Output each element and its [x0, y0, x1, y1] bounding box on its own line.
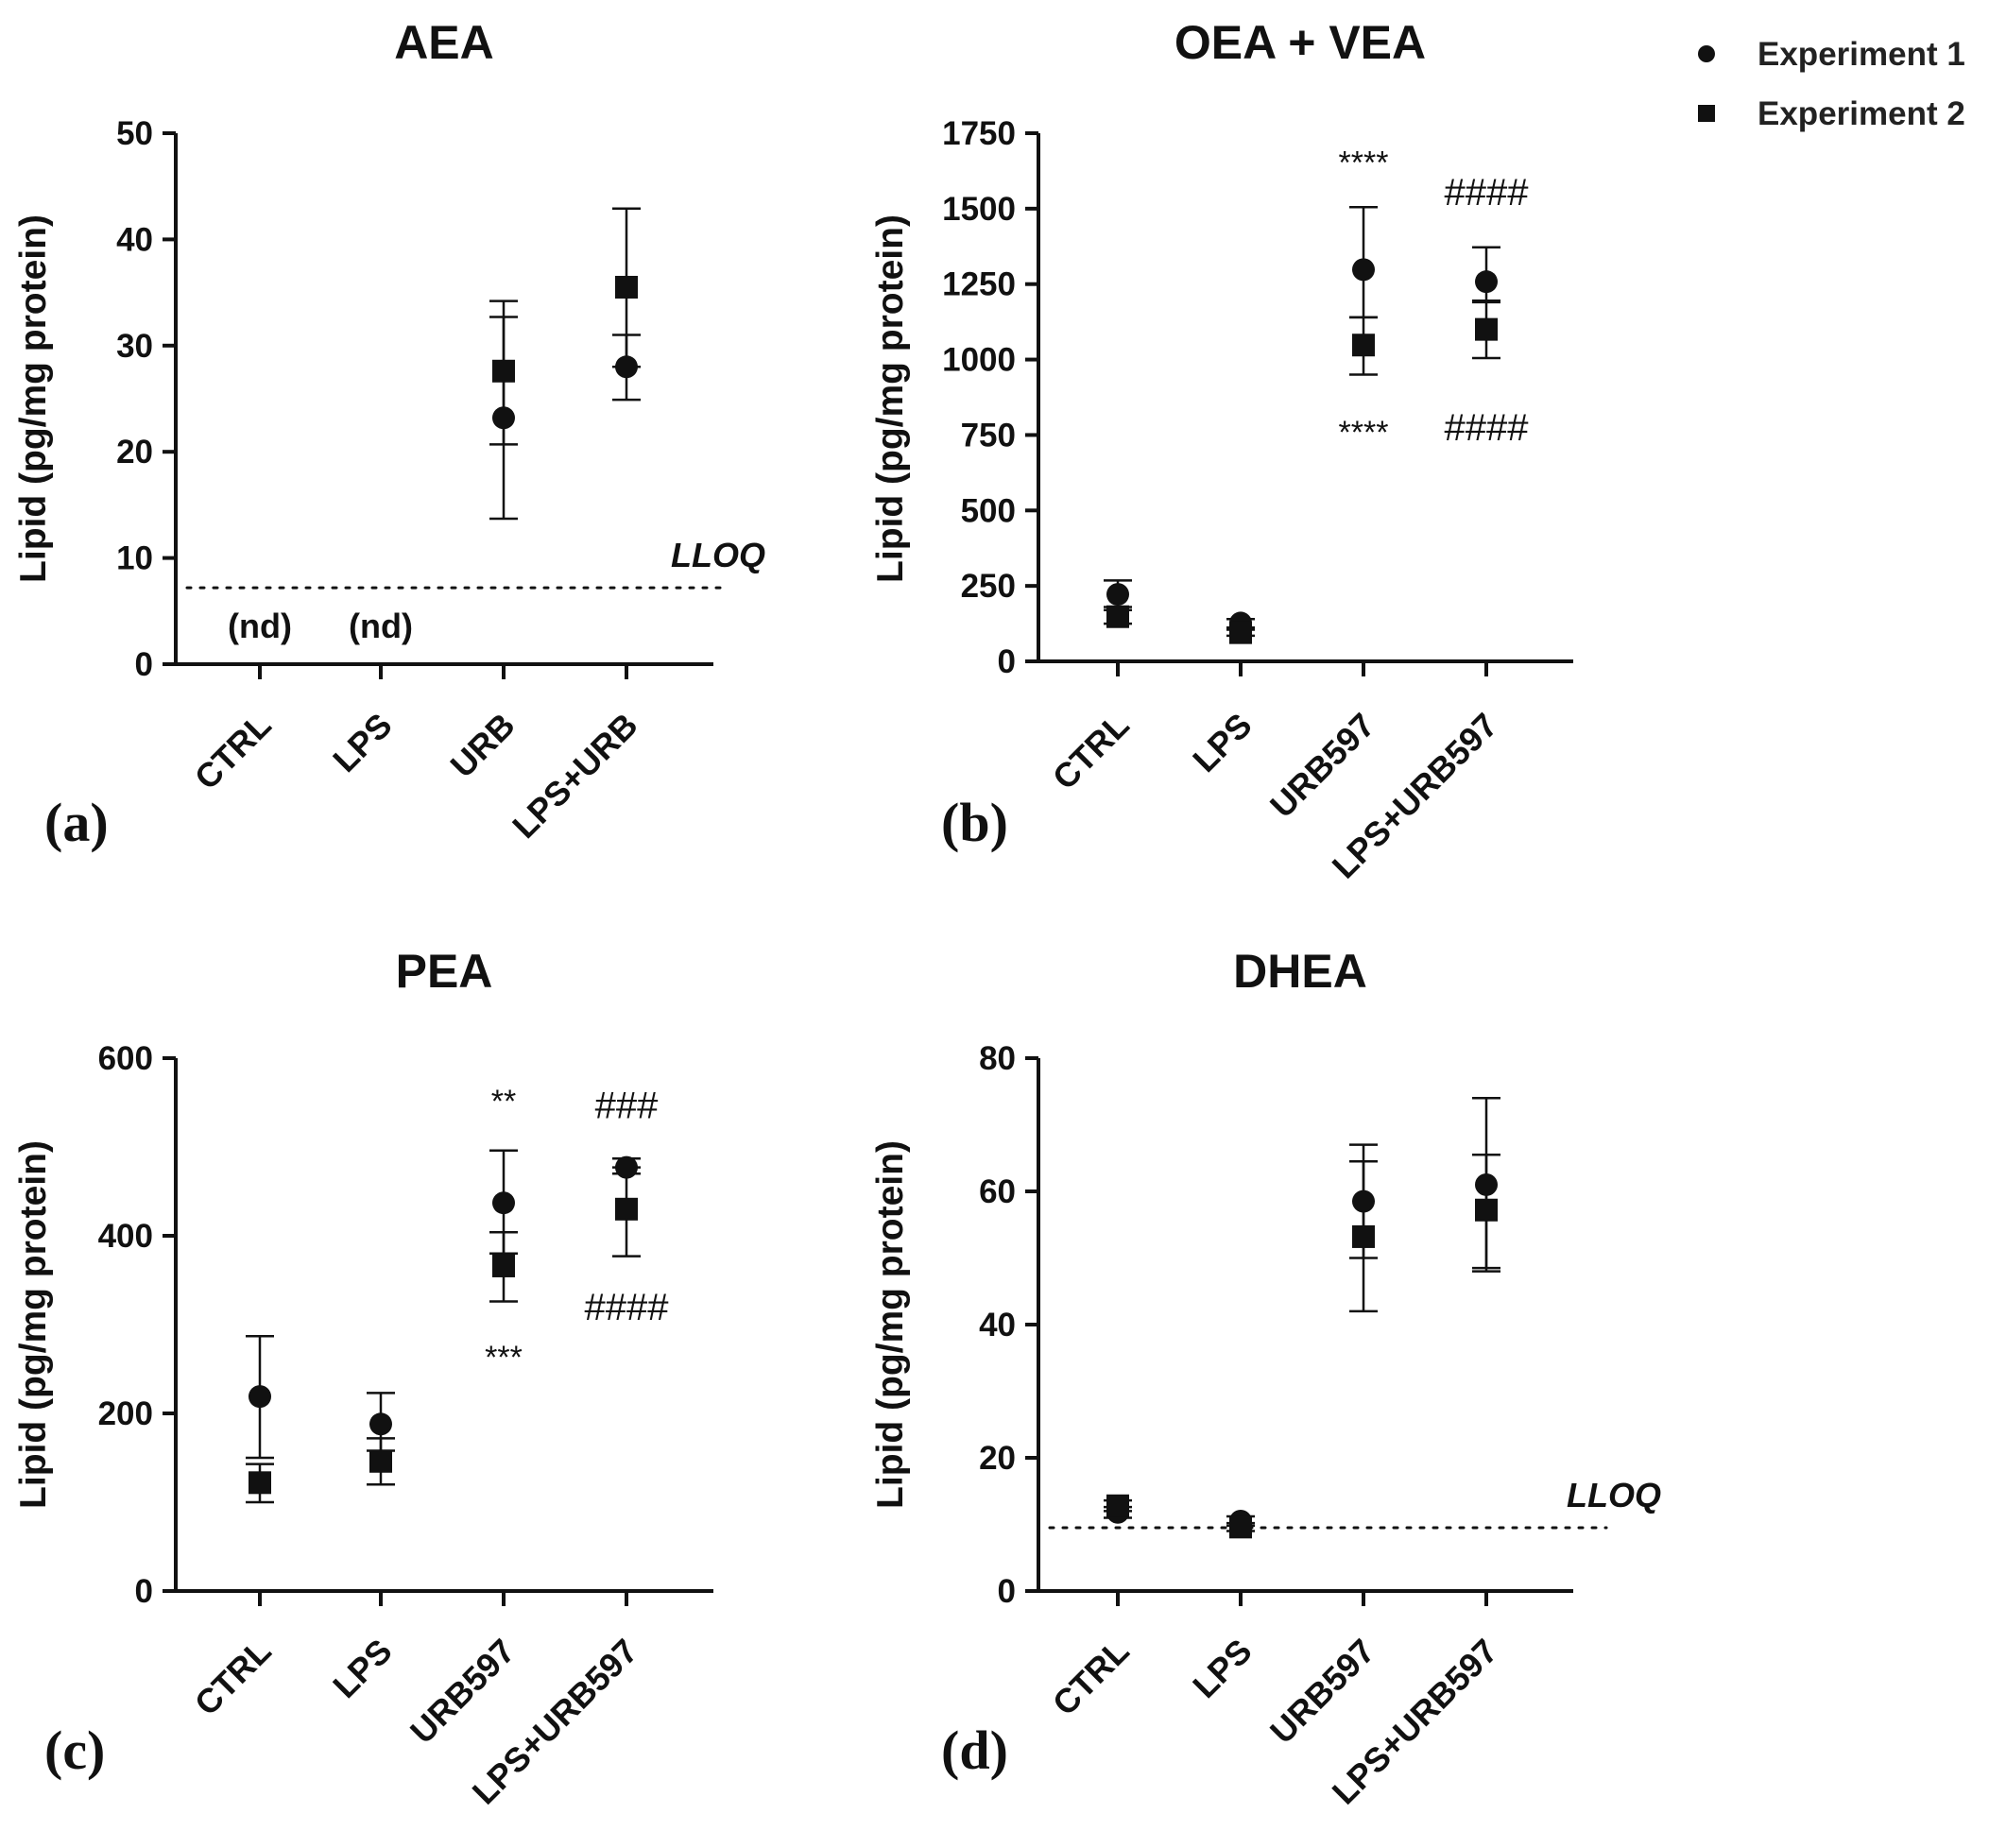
not-detected-label: (nd) [349, 607, 413, 645]
data-point-circle [1475, 1172, 1498, 1196]
data-point-square [615, 275, 638, 299]
y-tick-label: 600 [98, 1040, 153, 1077]
not-detected-label: (nd) [228, 607, 292, 645]
y-tick-label: 500 [961, 492, 1016, 529]
y-tick-label: 1500 [942, 191, 1016, 228]
y-axis-label: Lipid (pg/mg protein) [870, 214, 911, 583]
y-tick-label: 80 [979, 1040, 1016, 1077]
y-tick-label: 40 [979, 1307, 1016, 1343]
data-point-square [249, 1471, 271, 1495]
significance-annotation: *** [485, 1340, 523, 1376]
data-point-square [1475, 1198, 1498, 1222]
x-tick-label: LPS+URB [505, 706, 645, 847]
legend-label-experiment-2: Experiment 2 [1757, 95, 1965, 132]
panel-label: (c) [44, 1720, 105, 1781]
x-tick-label: URB597 [1262, 1632, 1382, 1752]
y-axis-label: Lipid (pg/mg protein) [870, 1140, 911, 1509]
data-point-circle [1352, 1189, 1375, 1213]
chart-panel-4: DHEA Lipid (pg/mg protein) (d) 0 20 40 60 80 CTR… [870, 945, 1661, 1812]
chart-title: PEA [396, 945, 493, 998]
x-tick-label: LPS [325, 1632, 399, 1705]
x-tick-label: CTRL [187, 1632, 279, 1723]
significance-annotation: #### [1445, 407, 1530, 449]
data-point-square [1106, 605, 1129, 628]
data-point-circle [615, 1155, 638, 1179]
chart-title: DHEA [1233, 945, 1367, 998]
data-point-square [615, 1197, 638, 1221]
y-tick-label: 0 [998, 1573, 1016, 1610]
y-tick-label: 1250 [942, 266, 1016, 303]
data-point-circle [615, 355, 638, 379]
y-tick-label: 250 [961, 568, 1016, 605]
data-point-circle [369, 1412, 392, 1436]
y-tick-label: 60 [979, 1173, 1016, 1210]
panel-label: (b) [941, 792, 1008, 853]
data-point-circle [492, 406, 515, 430]
chart-panel-2: OEA + VEA Lipid (pg/mg protein) (b) 0 250 500… [870, 16, 1573, 886]
y-tick-label: 750 [961, 417, 1016, 453]
y-tick-label: 1000 [942, 342, 1016, 379]
y-tick-label: 40 [116, 221, 153, 258]
y-tick-label: 20 [979, 1440, 1016, 1477]
x-tick-label: URB [443, 706, 523, 785]
y-tick-label: 0 [135, 646, 153, 683]
data-point-circle [249, 1385, 271, 1409]
data-point-square [492, 1254, 515, 1277]
significance-annotation: ### [595, 1086, 659, 1127]
data-point-circle [1475, 270, 1498, 294]
data-point-circle [1106, 583, 1129, 607]
panel-label: (a) [44, 792, 109, 853]
x-tick-label: URB597 [1262, 706, 1382, 826]
x-tick-label: LPS [1185, 1632, 1259, 1705]
y-tick-label: 10 [116, 540, 153, 577]
data-point-square [1475, 317, 1498, 341]
y-tick-label: 200 [98, 1395, 153, 1432]
y-tick-label: 1750 [942, 115, 1016, 152]
chart-panel-1: AEA Lipid (pg/mg protein) (a) 0 10 20 30 40 50 CT… [13, 16, 765, 853]
lloq-label: LLOQ [671, 536, 765, 574]
y-tick-label: 0 [135, 1573, 153, 1610]
data-point-square [1106, 1494, 1129, 1517]
legend: Experiment 1 Experiment 2 [1698, 36, 1965, 132]
data-point-square [369, 1449, 392, 1473]
data-point-square [492, 359, 515, 383]
data-point-square [1352, 334, 1375, 357]
panel-label: (d) [941, 1720, 1008, 1781]
data-point-circle [1352, 258, 1375, 282]
x-tick-label: LPS [1185, 706, 1259, 779]
data-point-circle [492, 1191, 515, 1215]
legend-label-experiment-1: Experiment 1 [1757, 36, 1965, 73]
y-tick-label: 0 [998, 643, 1016, 680]
x-tick-label: CTRL [1045, 706, 1137, 797]
chart-title: OEA + VEA [1174, 16, 1426, 69]
x-tick-label: URB597 [403, 1632, 523, 1752]
data-point-square [1229, 621, 1252, 644]
y-tick-label: 400 [98, 1218, 153, 1255]
y-tick-label: 50 [116, 115, 153, 152]
chart-panel-3: PEA Lipid (pg/mg protein) (c) 0 200 400 600 CTR… [13, 945, 713, 1812]
data-point-square [1229, 1515, 1252, 1539]
chart-title: AEA [394, 16, 494, 69]
significance-annotation: #### [585, 1287, 670, 1328]
legend-square-marker [1698, 105, 1715, 122]
lloq-label: LLOQ [1567, 1476, 1661, 1514]
x-tick-label: CTRL [1045, 1632, 1137, 1723]
panels: AEA Lipid (pg/mg protein) (a) 0 10 20 30 40 50 CT… [13, 16, 1661, 1812]
x-tick-label: CTRL [187, 706, 279, 797]
legend-circle-marker [1698, 45, 1715, 62]
y-axis-label: Lipid (pg/mg protein) [13, 1140, 54, 1509]
y-tick-label: 20 [116, 434, 153, 471]
significance-annotation: **** [1339, 415, 1389, 451]
significance-annotation: #### [1445, 172, 1530, 214]
y-tick-label: 30 [116, 328, 153, 365]
significance-annotation: ** [491, 1084, 516, 1120]
y-axis-label: Lipid (pg/mg protein) [13, 214, 54, 583]
x-tick-label: LPS [325, 706, 399, 779]
data-point-square [1352, 1224, 1375, 1248]
significance-annotation: **** [1339, 145, 1389, 180]
